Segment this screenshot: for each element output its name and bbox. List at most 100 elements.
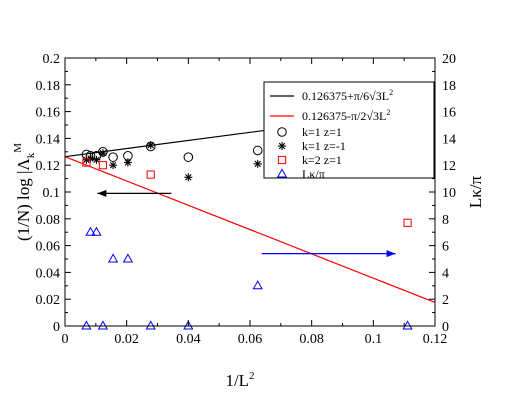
legend-label-series-2: k=1 z=-1: [302, 139, 346, 153]
fit-line-2: [64, 156, 436, 304]
series-2-point: [98, 149, 107, 158]
series-4-point: [97, 320, 109, 330]
legend-box: [263, 81, 435, 179]
series-4-point: [183, 320, 194, 330]
y-right-tick-label: 8: [442, 213, 449, 228]
series-3-point: [82, 158, 91, 167]
legend-marker-4: [276, 168, 288, 178]
y-left-tick-label: 0.14: [36, 132, 61, 147]
series-4-point-shape: [81, 320, 92, 330]
x-tick-label: 0.1: [365, 332, 383, 347]
series-4-point: [107, 253, 119, 263]
series-3-point-shape: [98, 161, 108, 170]
series-3-point-shape: [82, 158, 91, 167]
legend-label-series-3: k=2 z=1: [302, 153, 342, 167]
x-axis-title-sup: 2: [249, 370, 255, 382]
series-3-point: [403, 218, 412, 227]
series-2-point-stroke: [93, 156, 100, 164]
series-3-point: [98, 161, 108, 170]
series-4-point-shape: [85, 226, 96, 236]
x-tick-label: 0: [62, 332, 69, 347]
y-left-tick-label: 0.04: [36, 266, 61, 281]
legend-label-series-4: Lκ/π: [302, 167, 325, 181]
x-axis-title-main: 1/L: [225, 371, 249, 390]
y-left-axis-title-sub: k: [25, 152, 37, 158]
series-4-point-shape: [122, 253, 134, 263]
legend-marker-2-stroke: [278, 142, 286, 150]
y-right-tick-label: 4: [442, 266, 449, 281]
y-left-tick-label: 0.1: [43, 186, 61, 201]
legend-label-fit-1-sup: 2: [389, 88, 393, 97]
series-4-point: [252, 280, 263, 290]
legend-label-fit-1: 0.126375+π/6√3L2: [302, 88, 393, 103]
y-right-tick-label: 20: [442, 52, 456, 67]
legend-label-fit-2: 0.126375-π/2√3L2: [302, 108, 390, 123]
series-4-point-shape: [145, 320, 156, 330]
legend-marker-3-shape: [277, 155, 287, 165]
x-tick-label: 0.06: [238, 332, 263, 347]
legend-label-fit-1-main: 0.126375+π/6√3L: [302, 89, 389, 103]
x-tick-label: 0.02: [114, 332, 139, 347]
series-4-point: [85, 226, 96, 236]
series-2-point: [146, 141, 155, 150]
series-4-point: [122, 253, 134, 263]
series-2-point-stroke: [254, 160, 261, 168]
series-4-point: [91, 226, 102, 236]
y-right-tick-label: 10: [442, 186, 456, 201]
y-left-tick-label: 0.02: [36, 293, 61, 308]
series-2-point-stroke: [124, 159, 132, 166]
legend-label-series-1: k=1 z=1: [302, 125, 342, 139]
y-right-tick-label: 16: [442, 106, 456, 121]
y-left-axis-title: (1/N) log |ΛkM: [12, 143, 37, 241]
series-2-point-stroke: [99, 149, 107, 157]
series-3-point: [146, 170, 155, 179]
series-4-point-shape: [183, 320, 194, 330]
series-4-point: [145, 320, 156, 330]
legend-marker-2: [278, 142, 286, 150]
series-4-point-shape: [402, 320, 413, 330]
series-4-point: [81, 320, 92, 330]
y-left-tick-label: 0.08: [36, 213, 61, 228]
y-left-axis-title-sup: M: [12, 143, 24, 153]
series-4-point: [402, 320, 413, 330]
x-tick-label: 0.04: [176, 332, 201, 347]
y-left-axis-title-main: (1/N) log |Λ: [14, 158, 33, 241]
legend-label-fit-2-main: 0.126375-π/2√3L: [302, 109, 386, 123]
legend-marker-1: [277, 127, 287, 137]
series-2-point-stroke: [185, 174, 192, 181]
series-1-point-shape: [183, 152, 194, 162]
y-left-tick-label: 0.16: [36, 106, 61, 121]
y-left-tick-label: 0.18: [36, 79, 61, 94]
arrow-2-head: [386, 250, 396, 258]
y-left-tick-label: 0.2: [43, 52, 61, 67]
y-left-tick-label: 0.06: [36, 240, 61, 255]
series-2-point: [184, 173, 193, 182]
x-tick-label: 0.08: [299, 332, 324, 347]
series-3-point-shape: [403, 218, 412, 227]
y-left-tick-label: 0.12: [36, 159, 61, 174]
series-2-point-stroke: [147, 141, 154, 149]
legend-label-fit-2-sup: 2: [386, 108, 390, 117]
y-left-tick-label: 0: [53, 320, 60, 335]
series-1-point: [183, 152, 194, 162]
y-right-tick-label: 6: [442, 240, 449, 255]
series-1-point: [252, 145, 263, 156]
series-4-point-shape: [91, 226, 102, 236]
y-right-tick-label: 12: [442, 159, 456, 174]
series-4-point-shape: [107, 253, 119, 263]
data-points: [81, 114, 413, 330]
series-1-point-shape: [108, 152, 118, 162]
y-right-tick-label: 2: [442, 293, 449, 308]
y-right-tick-label: 0: [442, 320, 449, 335]
series-2-point: [109, 161, 118, 170]
legend-marker-3: [277, 155, 287, 165]
y-right-axis-title: Lκ/π: [466, 175, 485, 208]
x-axis-title: 1/L2: [225, 370, 254, 390]
annotations: [97, 189, 396, 258]
series-3-point-shape: [146, 170, 155, 179]
y-right-tick-label: 18: [442, 79, 456, 94]
y-right-tick-label: 14: [442, 132, 456, 147]
x-tick-label: 0.12: [423, 332, 448, 347]
